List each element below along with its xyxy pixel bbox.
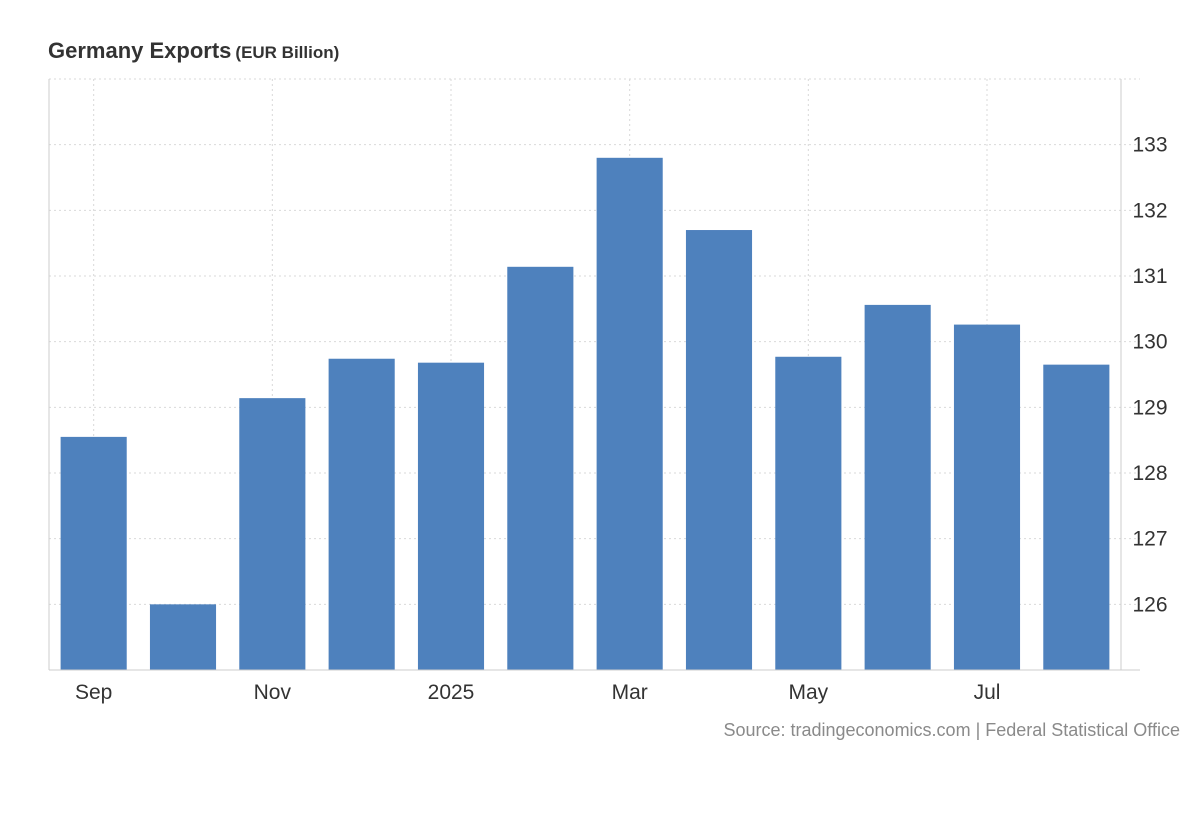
x-tick-label: May	[788, 681, 828, 704]
y-tick-label: 129	[1132, 396, 1167, 419]
bar-nov-2024	[239, 398, 306, 670]
x-tick-label: Nov	[254, 681, 292, 704]
chart-title: Germany Exports	[48, 38, 232, 63]
bar-sep-2024	[60, 436, 127, 670]
y-tick-label: 130	[1132, 331, 1167, 354]
x-tick-label: Sep	[75, 681, 112, 704]
y-tick-label: 132	[1132, 199, 1167, 222]
x-tick-label: Mar	[612, 681, 648, 704]
bar-may-2025	[775, 356, 842, 670]
bar-mar-2025	[596, 157, 663, 671]
bar-jun-2025	[864, 304, 931, 670]
chart-title-block: Germany Exports (EUR Billion)	[48, 38, 339, 64]
bar-jul-2025	[953, 324, 1021, 670]
y-tick-label: 128	[1132, 462, 1167, 485]
y-tick-label: 126	[1132, 593, 1167, 616]
bar-oct-2024	[149, 604, 217, 670]
y-tick-label: 127	[1132, 528, 1167, 551]
x-tick-label: Jul	[974, 681, 1001, 704]
chart-unit: (EUR Billion)	[235, 43, 340, 62]
source-note: Source: tradingeconomics.com | Federal S…	[723, 720, 1180, 740]
bar-feb-2025	[507, 266, 574, 670]
x-tick-label: 2025	[428, 681, 475, 704]
bar-jan-2025	[417, 362, 485, 670]
bar-aug-2025	[1043, 364, 1110, 670]
bar-dec-2024	[328, 358, 395, 670]
y-tick-label: 131	[1132, 265, 1167, 288]
y-tick-label: 133	[1132, 134, 1167, 157]
bar-apr-2025	[685, 230, 753, 671]
